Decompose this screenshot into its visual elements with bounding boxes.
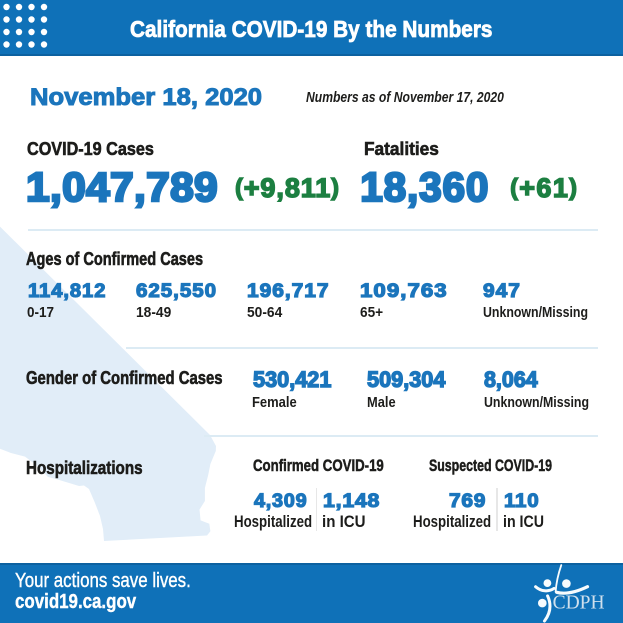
svg-text:CDPH: CDPH <box>553 592 605 613</box>
